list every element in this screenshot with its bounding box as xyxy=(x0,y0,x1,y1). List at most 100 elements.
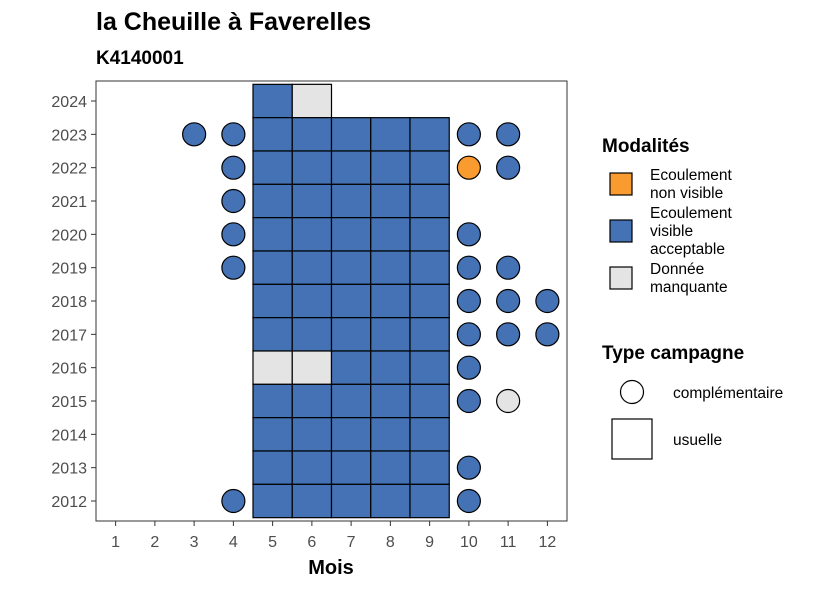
cell-usuelle-2018-9 xyxy=(409,283,450,319)
cell-usuelle-2018-6 xyxy=(291,283,333,319)
cell-usuelle-2012-9 xyxy=(409,483,450,519)
point-complementaire-2017-10 xyxy=(456,322,481,347)
point-complementaire-2019-10 xyxy=(456,255,481,280)
cell-usuelle-2013-9 xyxy=(409,450,450,485)
legend-label-comp: complémentaire xyxy=(673,385,783,402)
cell-usuelle-2016-9 xyxy=(409,350,450,385)
cell-usuelle-2023-9 xyxy=(409,117,450,152)
cell-usuelle-2012-7 xyxy=(330,483,372,519)
cell-usuelle-2013-6 xyxy=(291,450,333,485)
point-complementaire-2017-12 xyxy=(535,322,560,347)
legend-key-EVA xyxy=(609,219,633,243)
cell-usuelle-2019-9 xyxy=(409,250,450,285)
y-tick-label: 2023 xyxy=(51,127,87,144)
cell-usuelle-2023-8 xyxy=(370,117,411,152)
cell-usuelle-2022-9 xyxy=(409,150,450,185)
y-tick-label: 2020 xyxy=(51,227,87,244)
y-axis: 2012 2013 2014 2015 2016 2017 2018 2019 2020 2021… xyxy=(51,94,96,511)
y-tick-label: 2014 xyxy=(51,427,87,444)
cell-usuelle-2016-8 xyxy=(370,350,411,385)
legend-label-EVA: acceptable xyxy=(650,241,725,258)
cell-usuelle-2016-5 xyxy=(252,350,293,385)
cell-usuelle-2023-6 xyxy=(291,117,333,152)
chart-subtitle: K4140001 xyxy=(96,48,184,69)
x-axis: 1 2 3 4 5 6 7 8 9 10 11 12 xyxy=(111,521,556,551)
cell-usuelle-2017-5 xyxy=(252,317,293,352)
cell-usuelle-2022-5 xyxy=(252,150,293,185)
point-complementaire-2013-10 xyxy=(456,455,481,480)
point-complementaire-2021-4 xyxy=(221,188,246,214)
point-complementaire-2015-11 xyxy=(496,388,521,414)
legend-key-NA xyxy=(609,266,633,290)
x-tick-label: 7 xyxy=(347,534,356,551)
point-complementaire-2023-11 xyxy=(496,122,521,147)
cell-usuelle-2013-5 xyxy=(252,450,293,485)
x-tick-label: 12 xyxy=(538,534,556,551)
point-complementaire-2017-11 xyxy=(496,322,521,347)
cell-usuelle-2015-6 xyxy=(291,383,333,419)
chart-title: la Cheuille à Faverelles xyxy=(96,8,371,36)
cell-usuelle-2017-9 xyxy=(409,317,450,352)
cell-usuelle-2019-5 xyxy=(252,250,293,285)
y-tick-label: 2022 xyxy=(51,161,87,178)
point-complementaire-2018-11 xyxy=(496,288,521,314)
cell-usuelle-2016-6 xyxy=(291,350,333,385)
cell-usuelle-2022-8 xyxy=(370,150,411,185)
point-complementaire-2022-10 xyxy=(456,155,481,180)
point-complementaire-2016-10 xyxy=(456,355,481,380)
point-complementaire-2012-10 xyxy=(456,488,481,514)
point-complementaire-2023-10 xyxy=(456,122,481,147)
legend-label-NA: manquante xyxy=(650,279,728,296)
x-tick-label: 2 xyxy=(150,534,159,551)
point-complementaire-2022-4 xyxy=(221,155,246,180)
cell-usuelle-2018-8 xyxy=(370,283,411,319)
cell-usuelle-2021-6 xyxy=(291,183,333,219)
x-tick-label: 3 xyxy=(190,534,199,551)
y-tick-label: 2021 xyxy=(51,194,87,211)
y-tick-label: 2013 xyxy=(51,461,87,478)
x-tick-label: 10 xyxy=(460,534,478,551)
cell-usuelle-2015-7 xyxy=(330,383,372,419)
point-complementaire-2019-11 xyxy=(496,255,521,280)
point-complementaire-2023-4 xyxy=(221,122,246,147)
point-complementaire-2012-4 xyxy=(221,488,246,514)
y-tick-label: 2012 xyxy=(51,494,87,511)
cell-usuelle-2020-7 xyxy=(330,217,372,252)
legend-label-ENV: non visible xyxy=(650,185,723,202)
x-tick-label: 9 xyxy=(425,534,434,551)
cell-usuelle-2023-5 xyxy=(252,117,293,152)
x-tick-label: 11 xyxy=(500,534,517,551)
cell-usuelle-2015-5 xyxy=(252,383,293,419)
cell-usuelle-2021-7 xyxy=(330,183,372,219)
legend-label-NA: Donnée xyxy=(650,261,704,278)
y-tick-label: 2015 xyxy=(51,394,87,411)
point-complementaire-2020-4 xyxy=(221,222,246,247)
y-tick-label: 2019 xyxy=(51,261,87,278)
cell-usuelle-2020-9 xyxy=(409,217,450,252)
cell-usuelle-2021-9 xyxy=(409,183,450,219)
x-tick-label: 4 xyxy=(229,534,238,551)
cell-usuelle-2014-6 xyxy=(291,417,333,452)
point-complementaire-2018-12 xyxy=(535,288,560,314)
cell-usuelle-2020-6 xyxy=(291,217,333,252)
legend-key-usu xyxy=(611,418,653,460)
cell-usuelle-2014-9 xyxy=(409,417,450,452)
legend-key-comp xyxy=(619,379,645,405)
cell-usuelle-2019-6 xyxy=(291,250,333,285)
cell-usuelle-2020-5 xyxy=(252,217,293,252)
cell-usuelle-2015-9 xyxy=(409,383,450,419)
legend-label-EVA: visible xyxy=(650,223,693,240)
point-complementaire-2023-3 xyxy=(182,122,207,147)
cell-usuelle-2019-8 xyxy=(370,250,411,285)
cell-usuelle-2015-8 xyxy=(370,383,411,419)
legend-label-ENV: Ecoulement xyxy=(650,167,733,184)
x-tick-label: 6 xyxy=(307,534,316,551)
cell-usuelle-2024-6 xyxy=(291,83,333,119)
x-tick-label: 8 xyxy=(386,534,395,551)
cell-usuelle-2021-8 xyxy=(370,183,411,219)
cell-usuelle-2022-6 xyxy=(291,150,333,185)
cell-usuelle-2014-7 xyxy=(330,417,372,452)
legend-key-ENV xyxy=(609,172,633,196)
y-tick-label: 2018 xyxy=(51,294,87,311)
